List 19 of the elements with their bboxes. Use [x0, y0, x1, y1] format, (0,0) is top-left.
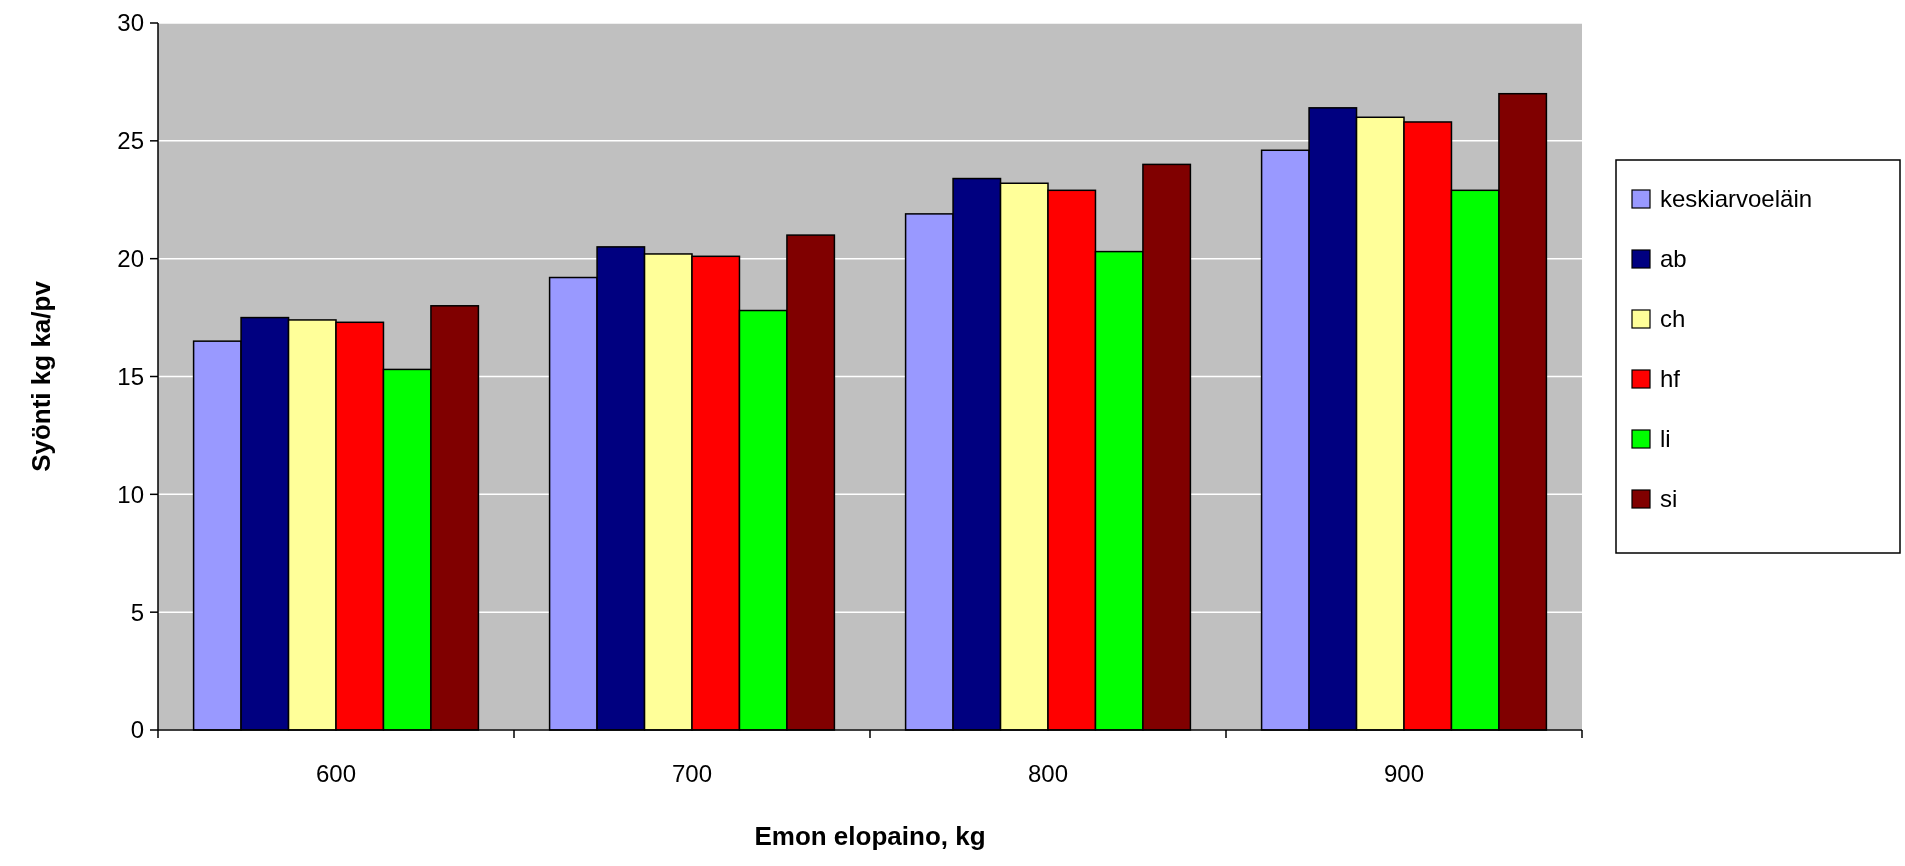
y-tick-label: 10: [117, 480, 144, 508]
legend-label: keskiarvoeläin: [1660, 185, 1813, 213]
legend-label: ab: [1660, 245, 1687, 273]
y-tick-label: 25: [117, 127, 144, 155]
legend-label: hf: [1660, 365, 1681, 393]
legend-label: si: [1660, 485, 1678, 513]
y-tick-label: 0: [130, 716, 144, 744]
y-tick-label: 5: [130, 598, 144, 626]
x-tick-label: 800: [1027, 760, 1069, 787]
legend-label: li: [1660, 425, 1671, 453]
y-tick-label: 20: [117, 245, 144, 273]
x-tick-label: 700: [671, 760, 713, 787]
legend-label: ch: [1660, 305, 1686, 333]
y-axis-title: Syönti kg ka/pv: [26, 280, 56, 472]
y-tick-label: 30: [117, 9, 144, 37]
x-tick-label: 600: [315, 760, 357, 787]
x-axis-title: Emon elopaino, kg: [754, 821, 986, 851]
x-tick-label: 900: [1383, 760, 1425, 787]
y-tick-label: 15: [117, 362, 144, 390]
